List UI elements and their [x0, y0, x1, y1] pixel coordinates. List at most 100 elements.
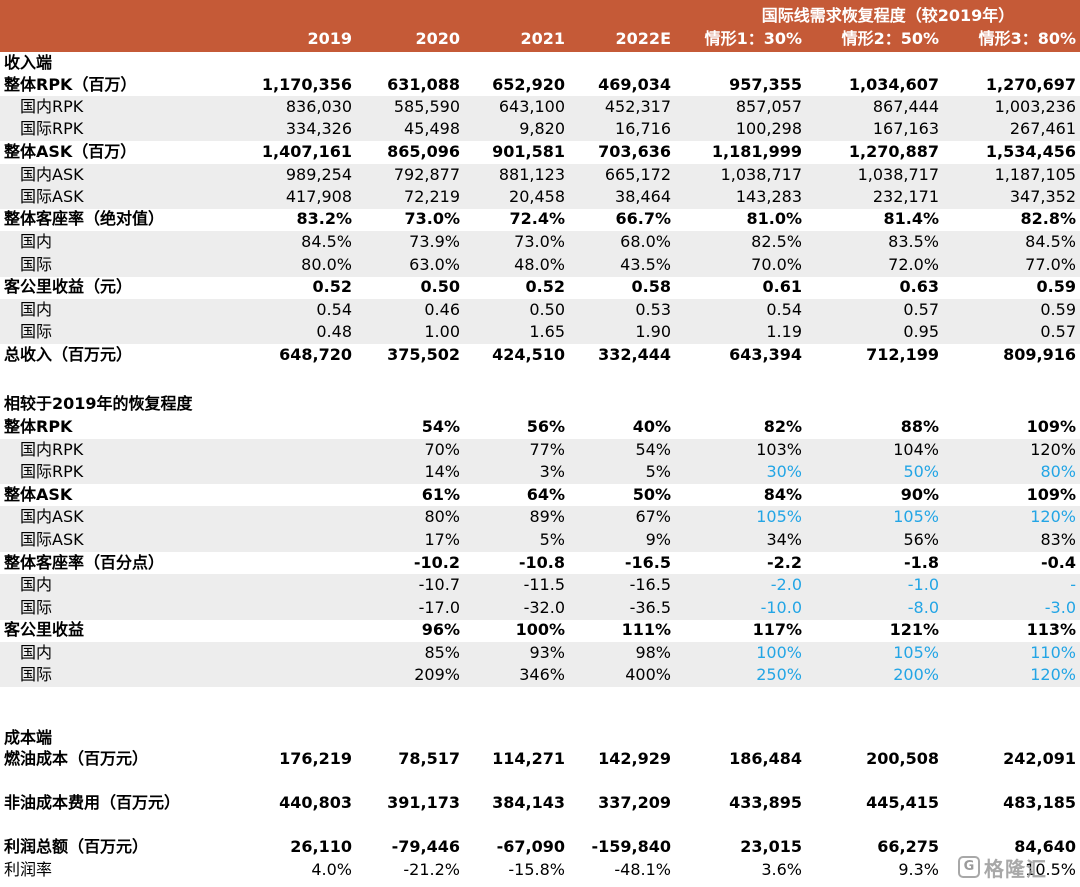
table-cell: 103%	[756, 440, 802, 459]
table-cell: 200,508	[866, 749, 939, 768]
table-cell: 83.5%	[888, 232, 939, 251]
table-cell: 232,171	[872, 187, 939, 206]
table-cell: 64%	[526, 485, 565, 504]
table-cell: 66,275	[877, 837, 939, 856]
table-row: 国际ASK 17% 5% 9% 34% 56% 83%	[0, 529, 1080, 552]
table-cell: 81.0%	[746, 209, 802, 228]
table-row: 国内 -10.7 -11.5 -16.5 -2.0 -1.0 -	[0, 574, 1080, 597]
table-row: 利润总额（百万元） 26,110 -79,446 -67,090 -159,840 23,…	[0, 836, 1080, 859]
table-cell: 50%	[632, 485, 671, 504]
table-cell: 83.2%	[296, 209, 352, 228]
table-cell: 585,590	[393, 97, 460, 116]
section-heading-row: 相较于2019年的恢复程度	[0, 393, 1080, 416]
table-cell: 1,270,887	[848, 142, 939, 161]
table-cell: 54%	[635, 440, 671, 459]
table-cell: 337,209	[598, 793, 671, 812]
row-label: 国际	[20, 598, 53, 617]
table-cell: -32.0	[523, 598, 565, 617]
table-cell: 452,317	[604, 97, 671, 116]
table-cell: 652,920	[492, 75, 565, 94]
table-cell: 120%	[1030, 440, 1076, 459]
table-cell: 391,173	[387, 793, 460, 812]
table-cell: 80.0%	[301, 255, 352, 274]
table-cell: -1.0	[907, 575, 939, 594]
table-cell: 109%	[1026, 417, 1076, 436]
table-cell: 1,270,697	[985, 75, 1076, 94]
table-cell	[242, 552, 352, 575]
table-cell	[242, 439, 352, 462]
table-cell: -67,090	[496, 837, 565, 856]
table-cell: 483,185	[1003, 793, 1076, 812]
table-cell: 78,517	[398, 749, 460, 768]
table-cell: 0.50	[529, 300, 565, 319]
table-cell: 14%	[424, 462, 460, 481]
table-cell: 0.48	[316, 322, 352, 341]
table-cell: 48.0%	[514, 255, 565, 274]
table-row: 整体ASK（百万） 1,407,161 865,096 901,581 703,636 1…	[0, 141, 1080, 164]
table-cell: 1.65	[529, 322, 565, 341]
row-label: 国际ASK	[20, 187, 84, 206]
table-cell: 105%	[893, 643, 939, 662]
watermark-text: 格隆汇	[984, 856, 1047, 881]
table-cell: 792,877	[393, 165, 460, 184]
table-cell: 648,720	[279, 345, 352, 364]
table-cell: -3.0	[1044, 598, 1076, 617]
table-cell: 424,510	[492, 345, 565, 364]
table-row: 总收入（百万元） 648,720 375,502 424,510 332,444 643,…	[0, 344, 1080, 367]
table-cell: 66.7%	[615, 209, 671, 228]
table-cell: 54%	[421, 417, 460, 436]
table-cell: 1.19	[766, 322, 802, 341]
section-title: 成本端	[4, 728, 53, 747]
table-row: 国内RPK 70% 77% 54% 103% 104% 120%	[0, 439, 1080, 462]
table-cell: 440,803	[279, 793, 352, 812]
table-cell: 433,895	[729, 793, 802, 812]
table-cell: 809,916	[1003, 345, 1076, 364]
table-row: 国际RPK 334,326 45,498 9,820 16,716 100,298 167,…	[0, 118, 1080, 141]
table-cell: 901,581	[492, 142, 565, 161]
column-header: 2019	[307, 29, 352, 48]
table-cell: 957,355	[729, 75, 802, 94]
table-row: 国内RPK 836,030 585,590 643,100 452,317 857,057…	[0, 96, 1080, 119]
row-label: 客公里收益（元）	[4, 277, 133, 296]
row-label: 国内	[20, 575, 53, 594]
table-cell: 70.0%	[751, 255, 802, 274]
table-cell: -11.5	[523, 575, 565, 594]
table-cell: -15.8%	[508, 860, 565, 879]
table-cell: 26,110	[290, 837, 352, 856]
table-cell: 83%	[1040, 530, 1076, 549]
table-cell: 5%	[539, 530, 565, 549]
table-cell: 100%	[756, 643, 802, 662]
table-row: 国内ASK 80% 89% 67% 105% 105% 120%	[0, 506, 1080, 529]
table-cell: 665,172	[604, 165, 671, 184]
row-label: 利润总额（百万元）	[4, 837, 149, 856]
table-cell: 0.63	[899, 277, 939, 296]
table-cell: 4.0%	[311, 860, 352, 879]
table-cell: 445,415	[866, 793, 939, 812]
table-cell: 417,908	[285, 187, 352, 206]
table-row: 国际 -17.0 -32.0 -36.5 -10.0 -8.0 -3.0	[0, 597, 1080, 620]
table-cell: 176,219	[279, 749, 352, 768]
row-label: 国际	[20, 665, 53, 684]
table-cell	[242, 461, 352, 484]
table-cell: 77.0%	[1025, 255, 1076, 274]
section-heading-row: 收入端	[0, 52, 1080, 75]
table-cell: 34%	[766, 530, 802, 549]
row-label: 国际ASK	[20, 530, 84, 549]
table-cell: 90%	[900, 485, 939, 504]
table-cell: 0.57	[1040, 322, 1076, 341]
table-cell: 9%	[645, 530, 671, 549]
table-cell: 43.5%	[620, 255, 671, 274]
row-label: 国内ASK	[20, 507, 84, 526]
table-row: 整体客座率（绝对值） 83.2% 73.0% 72.4% 66.7% 81.0% 81.4%…	[0, 208, 1080, 231]
table-cell: 0.46	[424, 300, 460, 319]
table-cell: 143,283	[735, 187, 802, 206]
table-cell: 0.59	[1036, 277, 1076, 296]
table-cell: 105%	[756, 507, 802, 526]
row-label: 整体ASK	[4, 485, 73, 504]
table-cell: 73.0%	[404, 209, 460, 228]
table-cell: 712,199	[866, 345, 939, 364]
table-cell: 40%	[632, 417, 671, 436]
table-cell: 400%	[625, 665, 671, 684]
table-cell: -21.2%	[403, 860, 460, 879]
table-cell: 1.00	[424, 322, 460, 341]
